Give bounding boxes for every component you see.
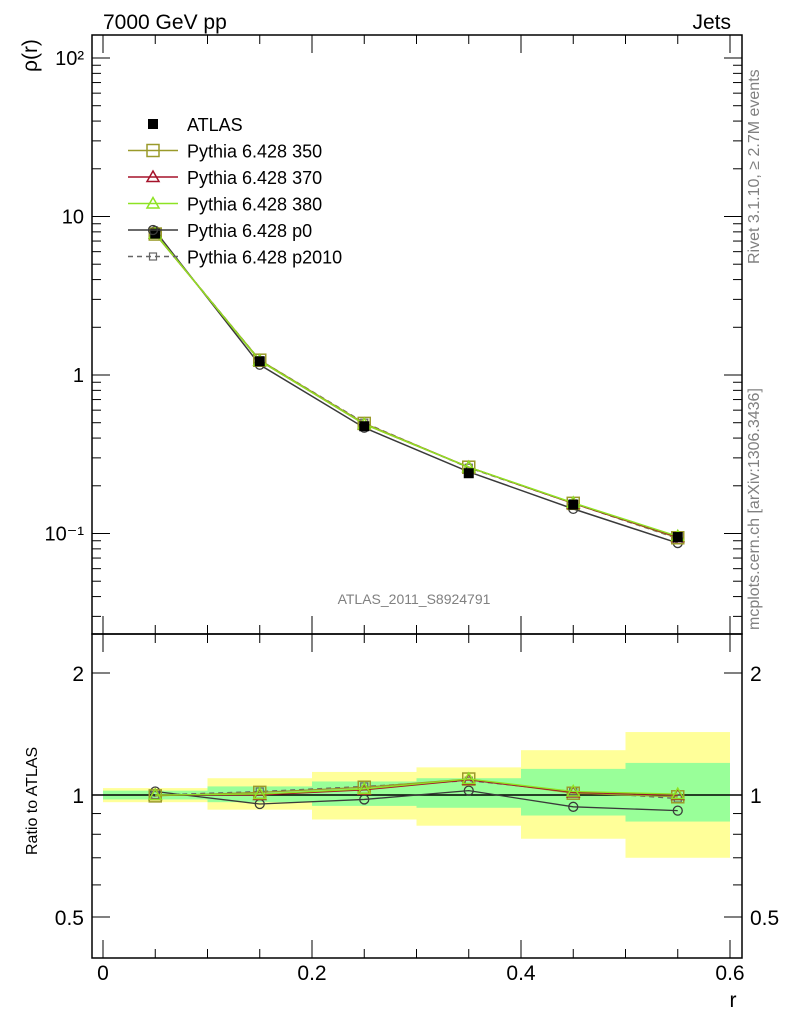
ratio-plot-series bbox=[147, 771, 686, 816]
axes: 10⁻¹ 1 10 10² 0.5 0.5 1 1 2 2 0 0.2 0.4 0.6 bbox=[45, 34, 779, 985]
mcplots-label: mcplots.cern.ch [arXiv:1306.3436] bbox=[746, 388, 763, 630]
legend-label: Pythia 6.428 p2010 bbox=[187, 248, 342, 268]
header-left: 7000 GeV pp bbox=[103, 11, 227, 34]
main-y-tick-label: 10 bbox=[62, 207, 84, 229]
marker-open-circle bbox=[568, 801, 579, 812]
main-y-tick-label: 1 bbox=[73, 365, 84, 387]
x-tick-label: 0.6 bbox=[715, 962, 744, 985]
ratio-y-tick-label-right: 0.5 bbox=[750, 907, 779, 930]
ratio-green-band bbox=[625, 762, 730, 822]
ratio-ylabel: Ratio to ATLAS bbox=[24, 747, 41, 855]
analysis-annotation: ATLAS_2011_S8924791 bbox=[338, 591, 491, 607]
marker-open-square bbox=[146, 143, 160, 158]
marker-filled-square bbox=[463, 468, 474, 479]
marker-filled-square bbox=[254, 356, 265, 367]
main-plot-series bbox=[147, 225, 686, 549]
x-tick-label: 0 bbox=[97, 962, 109, 985]
main-y-tick-label: 10⁻¹ bbox=[45, 524, 85, 546]
header-right: Jets bbox=[692, 11, 731, 34]
x-tick-label: 0.2 bbox=[297, 962, 326, 985]
ratio-y-tick-label-left: 2 bbox=[72, 663, 84, 686]
marker-open-circle bbox=[147, 224, 159, 236]
main-line-pythia-6-428-370 bbox=[154, 233, 678, 538]
marker-open-circle bbox=[463, 785, 474, 796]
marker-open-triangle bbox=[461, 771, 477, 785]
marker-filled-square bbox=[672, 532, 683, 543]
ratio-y-tick-label-left: 1 bbox=[72, 785, 84, 808]
legend-label: Pythia 6.428 p0 bbox=[187, 221, 312, 241]
ratio-y-tick-label-left: 0.5 bbox=[55, 907, 84, 930]
x-axis-label: r bbox=[730, 989, 737, 1012]
ratio-line-pythia-6-428-350 bbox=[155, 778, 678, 798]
main-line-pythia-6-428-380 bbox=[154, 233, 678, 538]
legend-label: Pythia 6.428 380 bbox=[187, 195, 322, 215]
main-y-tick-label: 10² bbox=[55, 48, 84, 70]
marker-filled-square bbox=[148, 119, 158, 129]
main-line-pythia-6-428-p2010 bbox=[154, 233, 678, 540]
marker-open-triangle bbox=[356, 781, 372, 795]
marker-open-triangle bbox=[565, 784, 581, 797]
marker-open-triangle bbox=[147, 787, 163, 801]
marker-filled-square bbox=[359, 421, 370, 432]
marker-open-circle bbox=[150, 786, 161, 797]
marker-open-circle bbox=[672, 805, 683, 816]
ratio-line-pythia-6-428-p0 bbox=[155, 789, 678, 812]
main-ylabel: ρ(r) bbox=[19, 39, 42, 72]
main-line-pythia-6-428-p0 bbox=[154, 230, 678, 544]
marker-filled-square bbox=[568, 499, 579, 510]
main-line-pythia-6-428-350 bbox=[154, 233, 678, 539]
x-tick-label: 0.4 bbox=[506, 962, 536, 985]
ratio-line-pythia-6-428-380 bbox=[155, 778, 678, 796]
legend-label: Pythia 6.428 370 bbox=[187, 168, 322, 188]
marker-open-square bbox=[671, 790, 685, 804]
ratio-y-tick-label-right: 1 bbox=[750, 785, 762, 808]
rivet-label: Rivet 3.1.10, ≥ 2.7M events bbox=[746, 69, 763, 264]
marker-open-triangle bbox=[670, 786, 686, 800]
legend: ATLAS Pythia 6.428 350 Pythia 6.428 370 Pyt… bbox=[128, 115, 342, 268]
marker-open-triangle bbox=[145, 195, 161, 209]
ratio-line-pythia-6-428-370 bbox=[155, 779, 678, 796]
legend-label: Pythia 6.428 350 bbox=[187, 142, 322, 162]
legend-label: ATLAS bbox=[187, 115, 243, 135]
marker-open-triangle bbox=[252, 786, 268, 800]
ratio-y-tick-label-right: 2 bbox=[750, 663, 762, 686]
marker-small-open-square bbox=[148, 252, 158, 261]
marker-open-triangle bbox=[145, 169, 161, 183]
